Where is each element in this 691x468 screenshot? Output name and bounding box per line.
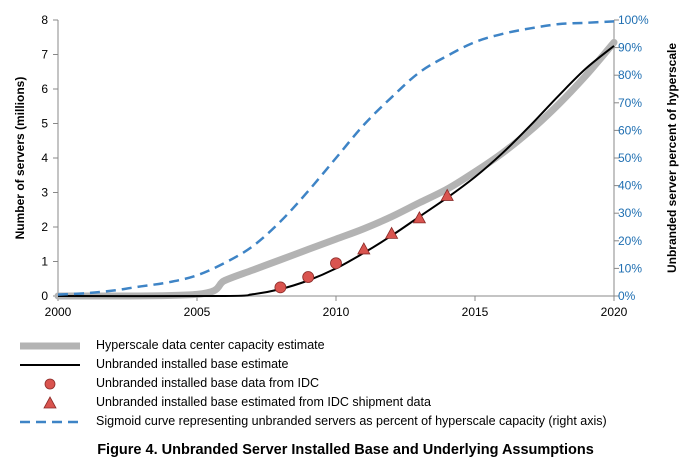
chart: 0123456780%10%20%30%40%50%60%70%80%90%10…: [13, 13, 679, 319]
x-tick-label: 2020: [601, 305, 628, 319]
series-layer: [54, 20, 618, 300]
data-point-idc-triangle: [412, 211, 427, 224]
data-point-idc-triangle: [384, 226, 399, 239]
data-point-idc-circle: [330, 257, 342, 270]
y-right-tick-label: 80%: [618, 68, 642, 82]
y-right-tick-label: 10%: [618, 261, 642, 275]
y-tick-label: 5: [41, 117, 48, 131]
y-tick-label: 8: [41, 13, 48, 27]
series-line-sigmoid: [57, 20, 615, 296]
y-axis-right-label: Unbranded server percent of hyperscale: [665, 43, 679, 273]
y-axis-label: Number of servers (millions): [13, 77, 27, 240]
series-line-unbranded: [57, 45, 615, 298]
x-tick-label: 2010: [323, 305, 350, 319]
x-tick-label: 2015: [462, 305, 489, 319]
y-right-tick-label: 60%: [618, 123, 642, 137]
legend-swatch-idc-circle: [44, 378, 56, 390]
y-tick-label: 0: [41, 289, 48, 303]
legend-item: Unbranded installed base data from IDC: [18, 374, 678, 393]
legend-label: Unbranded installed base estimate: [96, 357, 289, 371]
legend-item: Unbranded installed base estimate: [18, 355, 678, 374]
y-tick-label: 4: [41, 151, 48, 165]
legend-item: Hyperscale data center capacity estimate: [18, 336, 678, 355]
legend-label: Hyperscale data center capacity estimate: [96, 338, 325, 352]
y-right-tick-label: 90%: [618, 41, 642, 55]
legend-item: Unbranded installed base estimated from …: [18, 393, 678, 412]
data-point-idc-circle: [302, 271, 315, 283]
legend-swatch-hyperscale: [20, 342, 80, 350]
data-point-idc-triangle: [440, 188, 454, 201]
legend-label: Unbranded installed base estimated from …: [96, 395, 431, 409]
legend-swatch-idc-triangle: [43, 396, 57, 409]
y-right-tick-label: 70%: [618, 96, 642, 110]
y-right-tick-label: 50%: [618, 151, 642, 165]
y-right-tick-label: 30%: [618, 206, 642, 220]
legend-label: Unbranded installed base data from IDC: [96, 376, 320, 390]
x-tick-label: 2005: [184, 305, 211, 319]
y-right-tick-label: 40%: [618, 179, 642, 193]
y-tick-label: 7: [41, 48, 48, 62]
legend-swatch-unbranded: [20, 364, 80, 366]
data-point-idc-triangle: [357, 242, 371, 255]
y-tick-label: 6: [41, 82, 48, 96]
x-tick-label: 2000: [45, 305, 72, 319]
figure-caption: Figure 4. Unbranded Server Installed Bas…: [97, 442, 594, 458]
legend-swatch-sigmoid: [20, 420, 80, 424]
y-tick-label: 2: [41, 220, 48, 234]
legend-label: Sigmoid curve representing unbranded ser…: [96, 414, 607, 428]
data-point-idc-circle: [274, 281, 287, 294]
y-tick-label: 3: [41, 186, 48, 200]
y-tick-label: 1: [41, 255, 48, 269]
y-right-tick-label: 20%: [618, 234, 642, 248]
y-right-tick-label: 100%: [618, 13, 649, 27]
legend-item: Sigmoid curve representing unbranded ser…: [18, 412, 678, 431]
legend: Hyperscale data center capacity estimate…: [18, 336, 678, 431]
y-right-tick-label: 0%: [618, 289, 636, 303]
axes: 0123456780%10%20%30%40%50%60%70%80%90%10…: [41, 13, 649, 319]
series-line-hyperscale: [54, 38, 618, 300]
